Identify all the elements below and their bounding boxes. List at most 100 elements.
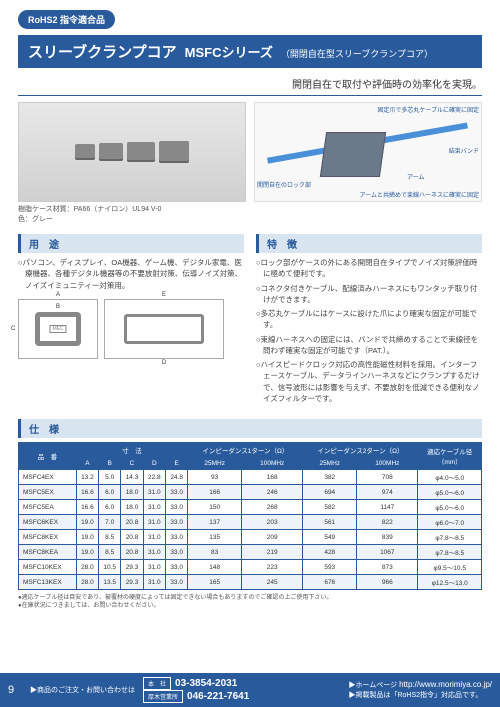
footer-strip: ▶商品のご注文・お問い合わせは 本 社 03-3854-2031 厚木営業所 0… — [22, 673, 500, 707]
table-cell: 33.0 — [165, 560, 187, 575]
dim-label-d: D — [162, 360, 166, 366]
isometric-diagram: 固定爪で多芯丸ケーブルに確実に固定 結束バンド アーム 開閉自在のロック部 アー… — [254, 102, 482, 202]
table-cell: φ4.0～5.0 — [418, 470, 482, 485]
th-b: B — [99, 458, 121, 470]
table-cell: 19.0 — [76, 530, 98, 545]
table-cell: MSFC8KEX — [19, 530, 77, 545]
table-cell: 549 — [303, 530, 357, 545]
spec-notes: ●適応ケーブル径は目安であり、被覆材の硬度によっては固定できない場合もありますの… — [18, 594, 482, 611]
iso-label-fix1: 固定爪で多芯丸ケーブルに確実に固定 — [377, 105, 479, 114]
feature-item: ○束線ハーネスへの固定には、バンドで共締めすることで束線径を問わず確実な固定が可… — [256, 334, 482, 357]
clamp-core-icon — [320, 132, 386, 177]
table-row: MSFC8KEA19.08.520.831.033.0832194281067φ… — [19, 545, 482, 560]
use-column: 用 途 ○パソコン、ディスプレイ、OA機器、ゲーム機、デジタル家電、医療機器、各… — [18, 234, 244, 407]
table-cell: 29.3 — [121, 575, 143, 590]
table-cell: 708 — [357, 470, 418, 485]
table-cell: 33.0 — [165, 530, 187, 545]
hero-diagram-panel: 固定爪で多芯丸ケーブルに確実に固定 結束バンド アーム 開閉自在のロック部 アー… — [254, 102, 482, 224]
table-cell: MSFC6KEX — [19, 515, 77, 530]
table-cell: 13.2 — [76, 470, 98, 485]
footer-branch-phone: 046-221-7641 — [187, 691, 249, 702]
feature-item: ○多芯丸ケーブルにはケースに設けた爪により確実な固定が可能です。 — [256, 308, 482, 331]
table-cell: MSFC5EA — [19, 500, 77, 515]
table-cell: 24.8 — [165, 470, 187, 485]
table-cell: 822 — [357, 515, 418, 530]
table-cell: 31.0 — [143, 500, 165, 515]
table-row: MSFC5EX16.66.018.031.033.0166246694974φ5… — [19, 485, 482, 500]
table-cell: 245 — [242, 575, 303, 590]
footer-rohs: ▶掲載製品は「RoHS2指令」対応品です。 — [348, 690, 492, 700]
th-cable: 適応ケーブル径 （mm） — [418, 443, 482, 470]
note-item: ●在庫状況につきましては、お問い合わせください。 — [18, 602, 482, 610]
table-cell: 18.0 — [121, 485, 143, 500]
table-cell: 223 — [242, 560, 303, 575]
feature-head: 特 徴 — [256, 234, 482, 253]
core-icon — [127, 142, 155, 162]
title-note: （開閉自在型スリーブクランプコア） — [281, 47, 433, 60]
table-row: MSFC10KEX28.010.529.331.033.014822359387… — [19, 560, 482, 575]
th-part: 品 番 — [19, 443, 77, 470]
table-cell: MSFC5EX — [19, 485, 77, 500]
table-cell: 7.0 — [99, 515, 121, 530]
table-cell: 1147 — [357, 500, 418, 515]
table-cell: 6.0 — [99, 500, 121, 515]
table-cell: MSFC4EX — [19, 470, 77, 485]
title-sub: MSFCシリーズ — [185, 42, 273, 61]
table-cell: 219 — [242, 545, 303, 560]
footer-contact: ▶商品のご注文・お問い合わせは — [30, 685, 135, 695]
table-cell: φ12.5～13.0 — [418, 575, 482, 590]
dim-front-view: A C B — [18, 299, 98, 359]
table-cell: 19.0 — [76, 545, 98, 560]
table-cell: 33.0 — [165, 485, 187, 500]
table-cell: 8.5 — [99, 530, 121, 545]
table-cell: 31.0 — [143, 530, 165, 545]
table-cell: 93 — [188, 470, 242, 485]
table-cell: φ6.0～7.0 — [418, 515, 482, 530]
feature-column: 特 徴 ○ロック部がケースの外にある開閉自在タイプでノイズ対策評価時に極めて便利… — [256, 234, 482, 407]
table-cell: 974 — [357, 485, 418, 500]
table-cell: 6.0 — [99, 485, 121, 500]
feature-item: ○ハイスピードクロック対応の高性能磁性材料を採用。インターフェースケーブル、デー… — [256, 359, 482, 404]
page-number: 9 — [0, 673, 22, 707]
table-cell: 20.8 — [121, 515, 143, 530]
th-dim: 寸 法 — [76, 443, 188, 458]
table-cell: 33.0 — [165, 515, 187, 530]
footer-phones: 本 社 03-3854-2031 厚木営業所 046-221-7641 — [143, 677, 249, 703]
table-cell: 382 — [303, 470, 357, 485]
table-cell: φ7.8～8.5 — [418, 545, 482, 560]
table-cell: 33.0 — [165, 545, 187, 560]
hero-photo-panel: 樹脂ケース材質：PA66（ナイロン）UL94 V-0 色：グレー — [18, 102, 246, 224]
footer-hq-label: 本 社 — [143, 677, 171, 690]
table-cell: 246 — [242, 485, 303, 500]
iso-label-band: 結束バンド — [449, 146, 479, 155]
spec-head: 仕 様 — [18, 419, 482, 438]
table-cell: φ5.0～6.0 — [418, 500, 482, 515]
use-paragraph: ○パソコン、ディスプレイ、OA機器、ゲーム機、デジタル家電、医療機器、各種デジタ… — [18, 257, 244, 291]
use-head: 用 途 — [18, 234, 244, 253]
table-cell: 10.5 — [99, 560, 121, 575]
table-cell: 135 — [188, 530, 242, 545]
feature-item: ○コネクタ付きケーブル、配線済みハーネスにもワンタッチ取り付けができます。 — [256, 283, 482, 306]
table-cell: 31.0 — [143, 560, 165, 575]
table-cell: 150 — [188, 500, 242, 515]
table-cell: 83 — [188, 545, 242, 560]
core-front-icon — [35, 312, 81, 346]
footer-hq-phone: 03-3854-2031 — [175, 678, 237, 689]
table-cell: 137 — [188, 515, 242, 530]
th-d: D — [143, 458, 165, 470]
table-row: MSFC6KEX19.07.020.831.033.0137203561822φ… — [19, 515, 482, 530]
th-imp2: インピーダンス2ターン（Ω） — [303, 443, 418, 458]
feature-text: ○ロック部がケースの外にある開閉自在タイプでノイズ対策評価時に極めて便利です。○… — [256, 257, 482, 404]
product-photo — [18, 102, 246, 202]
table-cell: 31.0 — [143, 575, 165, 590]
tagline: 開閉自在で取付や評価時の効率化を実現。 — [18, 72, 482, 96]
th-100-2: 100MHz — [357, 458, 418, 470]
table-cell: 31.0 — [143, 545, 165, 560]
table-cell: 31.0 — [143, 515, 165, 530]
rohs-badge: RoHS2 指令適合品 — [18, 10, 115, 29]
table-cell: 13.5 — [99, 575, 121, 590]
table-cell: 148 — [188, 560, 242, 575]
table-cell: 29.3 — [121, 560, 143, 575]
th-a: A — [76, 458, 98, 470]
table-row: MSFC13KEX28.013.529.331.033.016524567696… — [19, 575, 482, 590]
